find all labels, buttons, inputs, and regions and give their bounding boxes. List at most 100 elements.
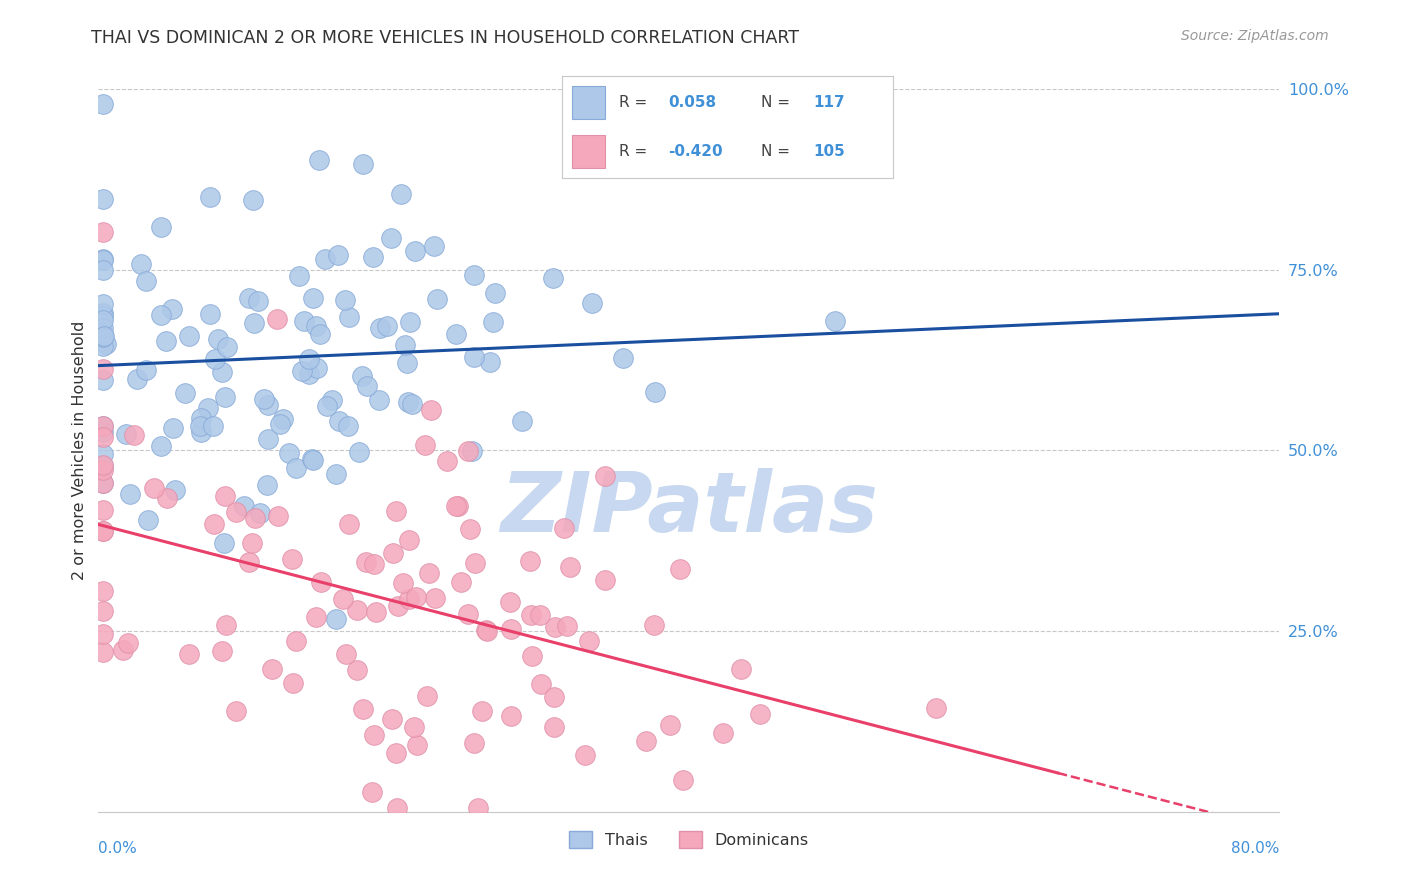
- Point: [243, 316, 266, 330]
- Point: [212, 536, 235, 550]
- Point: [200, 190, 222, 204]
- Point: [117, 636, 139, 650]
- Point: [612, 351, 634, 365]
- Point: [464, 556, 486, 570]
- Point: [278, 446, 301, 460]
- Point: [367, 392, 389, 407]
- Point: [309, 574, 332, 589]
- Point: [426, 292, 449, 306]
- Point: [519, 554, 541, 568]
- Point: [307, 361, 329, 376]
- Point: [245, 511, 267, 525]
- Y-axis label: 2 or more Vehicles in Household: 2 or more Vehicles in Household: [72, 321, 87, 580]
- Point: [467, 801, 489, 815]
- Point: [257, 433, 280, 447]
- Point: [204, 352, 226, 367]
- Point: [446, 499, 468, 513]
- Point: [91, 192, 114, 206]
- Point: [91, 502, 114, 516]
- Point: [91, 225, 114, 239]
- Point: [404, 244, 426, 258]
- Text: R =: R =: [619, 95, 647, 110]
- Point: [346, 663, 368, 677]
- Point: [150, 309, 173, 323]
- Point: [179, 648, 201, 662]
- Point: [284, 634, 307, 648]
- Point: [298, 367, 321, 381]
- Point: [581, 296, 603, 310]
- Point: [91, 645, 114, 659]
- Point: [262, 662, 284, 676]
- Point: [636, 733, 658, 747]
- Point: [202, 516, 225, 531]
- Text: 0.0%: 0.0%: [98, 840, 138, 855]
- Point: [711, 726, 734, 740]
- Point: [190, 411, 212, 425]
- Text: 105: 105: [814, 145, 845, 160]
- Point: [271, 412, 294, 426]
- Point: [499, 622, 522, 636]
- Point: [352, 702, 374, 716]
- Point: [281, 552, 304, 566]
- Point: [91, 604, 114, 618]
- Point: [321, 392, 343, 407]
- Point: [135, 274, 157, 288]
- Point: [398, 315, 420, 329]
- Point: [499, 708, 522, 723]
- Point: [91, 339, 114, 353]
- Text: ZIPatlas: ZIPatlas: [501, 467, 877, 549]
- Point: [214, 489, 236, 503]
- Text: 117: 117: [814, 95, 845, 110]
- Point: [308, 153, 330, 167]
- Point: [405, 739, 427, 753]
- Point: [335, 647, 357, 661]
- Point: [247, 294, 270, 309]
- Point: [477, 624, 499, 638]
- Point: [381, 546, 404, 560]
- Point: [91, 475, 114, 490]
- Point: [541, 270, 564, 285]
- Point: [256, 477, 278, 491]
- Point: [380, 231, 402, 245]
- Point: [404, 719, 426, 733]
- Point: [595, 574, 617, 588]
- Point: [457, 607, 479, 621]
- Point: [155, 334, 177, 348]
- Point: [211, 365, 233, 379]
- Point: [207, 332, 229, 346]
- Point: [91, 329, 114, 343]
- Point: [356, 378, 378, 392]
- Point: [457, 444, 479, 458]
- Point: [363, 557, 385, 571]
- Point: [149, 439, 172, 453]
- Point: [314, 252, 336, 266]
- Point: [162, 421, 184, 435]
- Point: [163, 483, 186, 497]
- Point: [553, 520, 575, 534]
- Point: [405, 590, 427, 604]
- Point: [201, 418, 224, 433]
- Point: [389, 187, 412, 202]
- Point: [215, 340, 238, 354]
- Point: [91, 475, 114, 490]
- Point: [450, 575, 472, 590]
- Point: [156, 491, 179, 506]
- Point: [337, 310, 360, 324]
- Bar: [572, 87, 606, 119]
- Legend: Thais, Dominicans: Thais, Dominicans: [562, 825, 815, 855]
- Point: [298, 352, 321, 367]
- Point: [478, 355, 501, 369]
- Point: [177, 329, 200, 343]
- Point: [256, 398, 278, 412]
- Point: [349, 445, 371, 459]
- Point: [135, 362, 157, 376]
- Point: [458, 523, 481, 537]
- Point: [91, 326, 114, 341]
- Text: N =: N =: [761, 145, 790, 160]
- Point: [214, 390, 236, 404]
- Point: [91, 252, 114, 267]
- Point: [91, 252, 114, 266]
- Point: [644, 385, 666, 400]
- Point: [91, 430, 114, 444]
- Bar: [572, 136, 606, 168]
